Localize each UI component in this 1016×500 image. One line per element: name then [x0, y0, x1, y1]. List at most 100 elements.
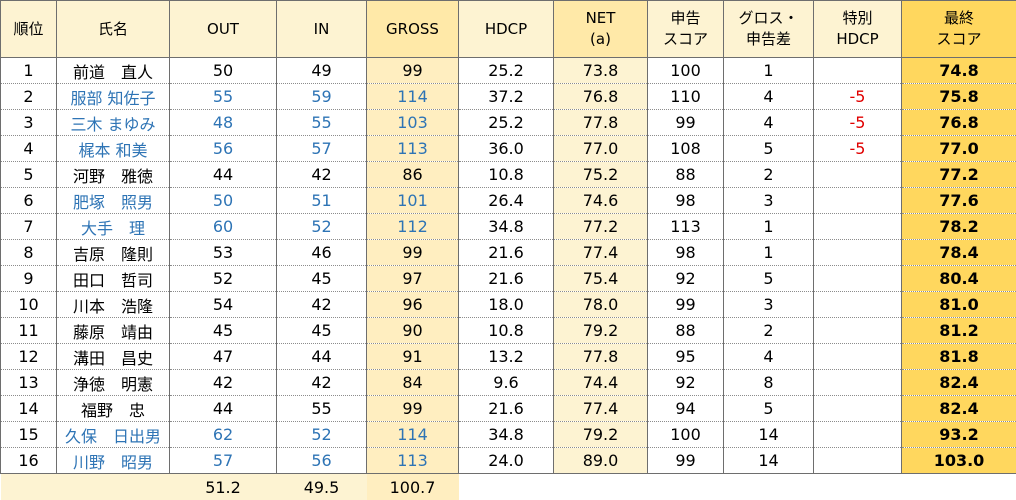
- cell-rank: 2: [0, 83, 57, 110]
- cell-rank: 1: [0, 57, 57, 84]
- cell-special-hdcp: [813, 161, 902, 188]
- cell-gross: 103: [366, 109, 459, 136]
- cell-special-hdcp: [813, 343, 902, 370]
- cell-declared-score: 95: [647, 343, 724, 370]
- cell-in: 52: [276, 421, 367, 448]
- cell-hdcp: 21.6: [458, 395, 554, 422]
- cell-declared-score: 94: [647, 395, 724, 422]
- cell-hdcp: 25.2: [458, 57, 554, 84]
- average-row: 51.2 49.5 100.7: [0, 473, 1016, 500]
- cell-in: 52: [276, 213, 367, 240]
- cell-out: 45: [169, 317, 277, 344]
- header-final-line1: 最終: [943, 9, 974, 27]
- header-special-line2: HDCP: [836, 30, 879, 48]
- cell-gross: 84: [366, 369, 459, 396]
- average-out: 51.2: [169, 473, 277, 500]
- cell-in: 55: [276, 395, 367, 422]
- table-row: 7 大手 理 60 52 112 34.8 77.2 113 1 78.2: [0, 213, 1016, 240]
- table-row: 4 梶本 和美 56 57 113 36.0 77.0 108 5 -5 77.0: [0, 135, 1016, 162]
- cell-declared-score: 108: [647, 135, 724, 162]
- cell-gross: 99: [366, 239, 459, 266]
- cell-declared-score: 88: [647, 161, 724, 188]
- table-row: 6 肥塚 照男 50 51 101 26.4 74.6 98 3 77.6: [0, 187, 1016, 214]
- header-final-score: 最終 スコア: [901, 0, 1016, 58]
- cell-name: 前道 直人: [56, 57, 170, 84]
- cell-gross-declared-diff: 4: [723, 83, 814, 110]
- cell-net: 77.8: [553, 109, 648, 136]
- header-special-line1: 特別: [842, 9, 873, 27]
- cell-gross-declared-diff: 8: [723, 369, 814, 396]
- cell-hdcp: 21.6: [458, 239, 554, 266]
- cell-special-hdcp: [813, 187, 902, 214]
- cell-gross-declared-diff: 3: [723, 187, 814, 214]
- table-row: 9 田口 哲司 52 45 97 21.6 75.4 92 5 80.4: [0, 265, 1016, 292]
- cell-final-score: 75.8: [901, 83, 1016, 110]
- average-empty-cell: [458, 473, 1016, 500]
- cell-hdcp: 10.8: [458, 317, 554, 344]
- cell-special-hdcp: [813, 421, 902, 448]
- cell-final-score: 78.2: [901, 213, 1016, 240]
- cell-final-score: 81.2: [901, 317, 1016, 344]
- cell-net: 74.6: [553, 187, 648, 214]
- cell-in: 42: [276, 369, 367, 396]
- table-row: 14 福野 忠 44 55 99 21.6 77.4 94 5 82.4: [0, 395, 1016, 422]
- cell-in: 59: [276, 83, 367, 110]
- table-row: 11 藤原 靖由 45 45 90 10.8 79.2 88 2 81.2: [0, 317, 1016, 344]
- cell-special-hdcp: -5: [813, 109, 902, 136]
- cell-final-score: 80.4: [901, 265, 1016, 292]
- cell-out: 57: [169, 447, 277, 474]
- cell-final-score: 77.0: [901, 135, 1016, 162]
- cell-declared-score: 99: [647, 291, 724, 318]
- cell-net: 77.0: [553, 135, 648, 162]
- table-row: 15 久保 日出男 62 52 114 34.8 79.2 100 14 93.2: [0, 421, 1016, 448]
- score-body: 1 前道 直人 50 49 99 25.2 73.8 100 1 74.8 2 服部 知佐子 55 59 1…: [0, 57, 1016, 474]
- cell-rank: 3: [0, 109, 57, 136]
- table-row: 16 川野 昭男 57 56 113 24.0 89.0 99 14 103.0: [0, 447, 1016, 474]
- header-out: OUT: [169, 0, 277, 58]
- cell-in: 42: [276, 291, 367, 318]
- table-row: 10 川本 浩隆 54 42 96 18.0 78.0 99 3 81.0: [0, 291, 1016, 318]
- cell-net: 75.2: [553, 161, 648, 188]
- cell-hdcp: 37.2: [458, 83, 554, 110]
- cell-gross: 114: [366, 421, 459, 448]
- cell-gross-declared-diff: 1: [723, 239, 814, 266]
- cell-hdcp: 13.2: [458, 343, 554, 370]
- cell-name: 吉原 隆則: [56, 239, 170, 266]
- cell-declared-score: 100: [647, 421, 724, 448]
- cell-net: 76.8: [553, 83, 648, 110]
- cell-in: 55: [276, 109, 367, 136]
- cell-gross: 91: [366, 343, 459, 370]
- header-net-line1: NET: [585, 9, 616, 27]
- cell-special-hdcp: -5: [813, 83, 902, 110]
- cell-hdcp: 18.0: [458, 291, 554, 318]
- cell-rank: 4: [0, 135, 57, 162]
- cell-rank: 16: [0, 447, 57, 474]
- cell-special-hdcp: [813, 317, 902, 344]
- cell-gross: 113: [366, 447, 459, 474]
- cell-special-hdcp: [813, 291, 902, 318]
- cell-declared-score: 92: [647, 265, 724, 292]
- cell-hdcp: 21.6: [458, 265, 554, 292]
- cell-gross-declared-diff: 14: [723, 421, 814, 448]
- header-net: NET (a): [553, 0, 648, 58]
- cell-rank: 14: [0, 395, 57, 422]
- header-declared-line2: スコア: [662, 30, 708, 48]
- cell-gross: 101: [366, 187, 459, 214]
- cell-name: 久保 日出男: [56, 421, 170, 448]
- cell-gross-declared-diff: 4: [723, 343, 814, 370]
- cell-gross: 97: [366, 265, 459, 292]
- cell-rank: 10: [0, 291, 57, 318]
- cell-gross: 86: [366, 161, 459, 188]
- average-in: 49.5: [276, 473, 367, 500]
- cell-rank: 5: [0, 161, 57, 188]
- cell-net: 78.0: [553, 291, 648, 318]
- cell-in: 51: [276, 187, 367, 214]
- cell-net: 79.2: [553, 317, 648, 344]
- cell-hdcp: 10.8: [458, 161, 554, 188]
- header-declared-line1: 申告: [670, 9, 701, 27]
- cell-final-score: 78.4: [901, 239, 1016, 266]
- cell-final-score: 93.2: [901, 421, 1016, 448]
- cell-net: 75.4: [553, 265, 648, 292]
- cell-out: 53: [169, 239, 277, 266]
- cell-name: 河野 雅徳: [56, 161, 170, 188]
